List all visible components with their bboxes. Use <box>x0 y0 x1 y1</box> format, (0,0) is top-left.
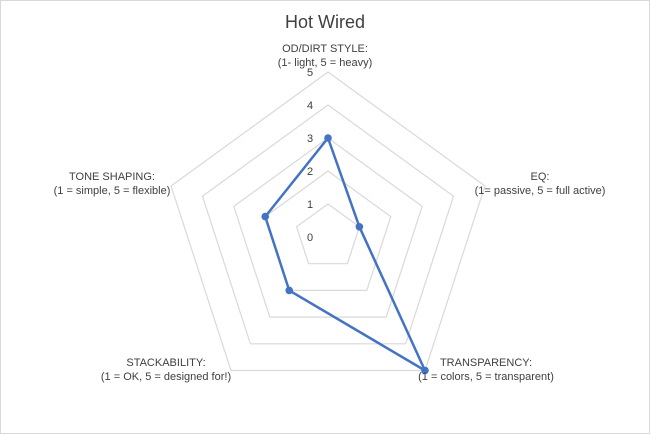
axis-label-title: TRANSPARENCY: <box>440 357 532 369</box>
chart-title: Hot Wired <box>285 12 365 32</box>
tick-label: 3 <box>307 133 313 145</box>
axis-label-scale: (1 = simple, 5 = flexible) <box>54 185 171 197</box>
axis-label-eq: EQ: (1= passive, 5 = full active) <box>475 171 606 197</box>
grid-ring-2 <box>264 170 392 291</box>
axis-label-scale: (1= passive, 5 = full active) <box>475 185 606 197</box>
radar-series <box>261 134 429 375</box>
data-point <box>355 223 364 231</box>
tick-label: 4 <box>307 100 313 112</box>
grid-ring-3 <box>233 137 423 318</box>
radar-grid <box>170 71 486 372</box>
data-point <box>421 366 429 375</box>
tick-label: 2 <box>307 166 313 178</box>
axis-label-od-dirt: OD/DIRT STYLE: (1- light, 5 = heavy) <box>278 43 372 69</box>
data-point <box>261 212 270 221</box>
tick-label: 5 <box>307 67 313 79</box>
axis-label-scale: (1 = colors, 5 = transparent) <box>418 371 554 383</box>
axis-label-title: EQ: <box>531 171 550 183</box>
tick-label: 0 <box>307 232 313 244</box>
series-line <box>263 136 427 372</box>
grid-ring-1 <box>295 203 361 265</box>
axis-label-scale: (1 = OK, 5 = designed for!) <box>101 371 231 383</box>
axis-label-title: OD/DIRT STYLE: <box>282 43 368 55</box>
axis-label-title: TONE SHAPING: <box>69 171 155 183</box>
data-point <box>285 286 294 295</box>
radar-tick-labels: 0 1 2 3 4 5 <box>307 67 313 244</box>
data-point <box>324 134 332 142</box>
axis-label-scale: (1- light, 5 = heavy) <box>278 57 372 69</box>
axis-label-stackability: STACKABILITY: (1 = OK, 5 = designed for!… <box>101 357 231 383</box>
grid-ring-5 <box>170 71 486 372</box>
axis-label-tone-shaping: TONE SHAPING: (1 = simple, 5 = flexible) <box>54 171 171 197</box>
axis-label-transparency: TRANSPARENCY: (1 = colors, 5 = transpare… <box>418 357 554 383</box>
axis-label-title: STACKABILITY: <box>126 357 205 369</box>
grid-ring-4 <box>201 104 455 345</box>
tick-label: 1 <box>307 199 313 211</box>
